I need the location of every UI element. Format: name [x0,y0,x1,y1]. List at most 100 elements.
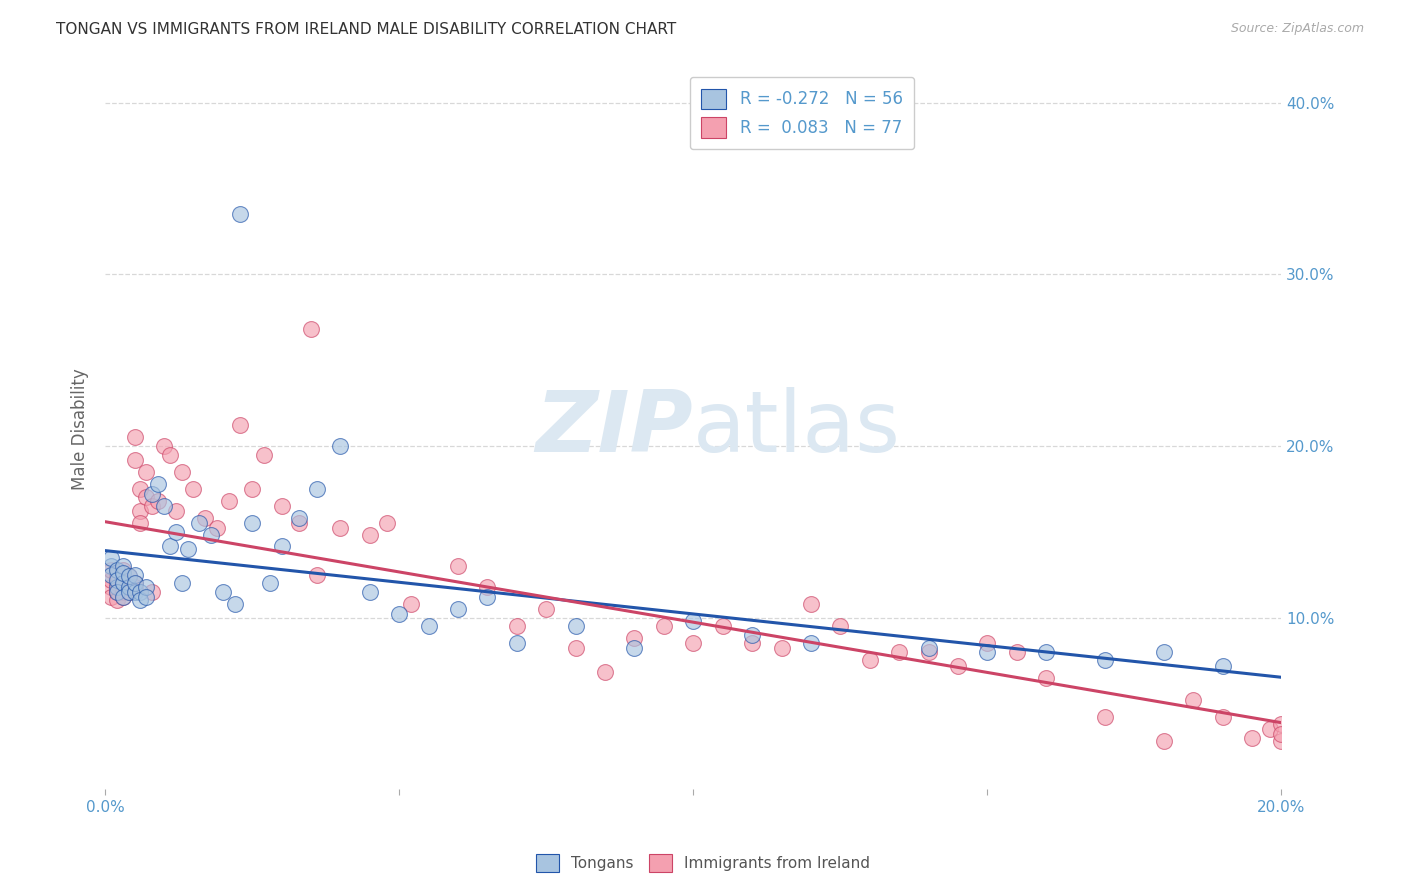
Immigrants from Ireland [165,504,187,518]
Immigrants from Ireland [830,619,852,633]
Tongans [200,528,222,542]
Immigrants from Ireland [194,511,217,525]
Tongans [111,566,134,580]
Immigrants from Ireland [1005,645,1028,659]
Immigrants from Ireland [135,465,157,479]
Tongans [129,593,152,607]
Immigrants from Ireland [711,619,734,633]
Tongans [329,439,352,453]
Immigrants from Ireland [100,562,122,576]
Tongans [1035,645,1057,659]
Immigrants from Ireland [229,418,252,433]
Immigrants from Ireland [377,516,399,531]
Text: atlas: atlas [693,387,901,470]
Tongans [165,524,187,539]
Immigrants from Ireland [135,491,157,505]
Immigrants from Ireland [447,559,470,574]
Immigrants from Ireland [105,567,128,582]
Immigrants from Ireland [105,584,128,599]
Immigrants from Ireland [253,448,276,462]
Immigrants from Ireland [800,597,823,611]
Tongans [359,584,381,599]
Immigrants from Ireland [305,567,328,582]
Tongans [976,645,998,659]
Immigrants from Ireland [1153,734,1175,748]
Immigrants from Ireland [1270,717,1292,731]
Tongans [388,607,411,621]
Tongans [506,636,529,650]
Tongans [159,539,181,553]
Tongans [105,573,128,587]
Immigrants from Ireland [111,562,134,576]
Immigrants from Ireland [917,645,939,659]
Tongans [105,580,128,594]
Tongans [188,516,211,531]
Immigrants from Ireland [105,584,128,599]
Immigrants from Ireland [1094,710,1116,724]
Immigrants from Ireland [129,482,152,496]
Tongans [118,569,141,583]
Immigrants from Ireland [105,576,128,591]
Tongans [447,602,470,616]
Tongans [564,619,586,633]
Tongans [240,516,263,531]
Immigrants from Ireland [183,482,205,496]
Legend: R = -0.272   N = 56, R =  0.083   N = 77: R = -0.272 N = 56, R = 0.083 N = 77 [690,77,914,149]
Tongans [135,580,157,594]
Tongans [1094,653,1116,667]
Immigrants from Ireland [118,569,141,583]
Immigrants from Ireland [770,641,793,656]
Tongans [270,539,292,553]
Tongans [118,580,141,594]
Immigrants from Ireland [100,573,122,587]
Tongans [105,584,128,599]
Tongans [741,628,763,642]
Tongans [100,567,122,582]
Immigrants from Ireland [889,645,911,659]
Immigrants from Ireland [129,504,152,518]
Immigrants from Ireland [111,590,134,604]
Tongans [305,482,328,496]
Immigrants from Ireland [270,499,292,513]
Immigrants from Ireland [1035,671,1057,685]
Immigrants from Ireland [141,499,163,513]
Immigrants from Ireland [1270,734,1292,748]
Immigrants from Ireland [536,602,558,616]
Immigrants from Ireland [218,494,240,508]
Immigrants from Ireland [1212,710,1234,724]
Immigrants from Ireland [111,584,134,599]
Immigrants from Ireland [1270,727,1292,741]
Tongans [124,584,146,599]
Immigrants from Ireland [593,665,616,680]
Immigrants from Ireland [682,636,704,650]
Tongans [477,590,499,604]
Immigrants from Ireland [141,584,163,599]
Immigrants from Ireland [105,593,128,607]
Tongans [917,641,939,656]
Immigrants from Ireland [100,580,122,594]
Immigrants from Ireland [741,636,763,650]
Immigrants from Ireland [359,528,381,542]
Tongans [105,562,128,576]
Immigrants from Ireland [170,465,193,479]
Immigrants from Ireland [240,482,263,496]
Tongans [111,559,134,574]
Text: ZIP: ZIP [536,387,693,470]
Tongans [418,619,440,633]
Tongans [153,499,176,513]
Immigrants from Ireland [1240,731,1263,745]
Tongans [146,476,169,491]
Immigrants from Ireland [477,580,499,594]
Immigrants from Ireland [118,584,141,599]
Immigrants from Ireland [946,658,969,673]
Immigrants from Ireland [652,619,675,633]
Immigrants from Ireland [159,448,181,462]
Immigrants from Ireland [299,322,322,336]
Tongans [800,636,823,650]
Immigrants from Ireland [124,452,146,467]
Immigrants from Ireland [564,641,586,656]
Immigrants from Ireland [100,590,122,604]
Tongans [682,614,704,628]
Tongans [124,567,146,582]
Tongans [176,541,198,556]
